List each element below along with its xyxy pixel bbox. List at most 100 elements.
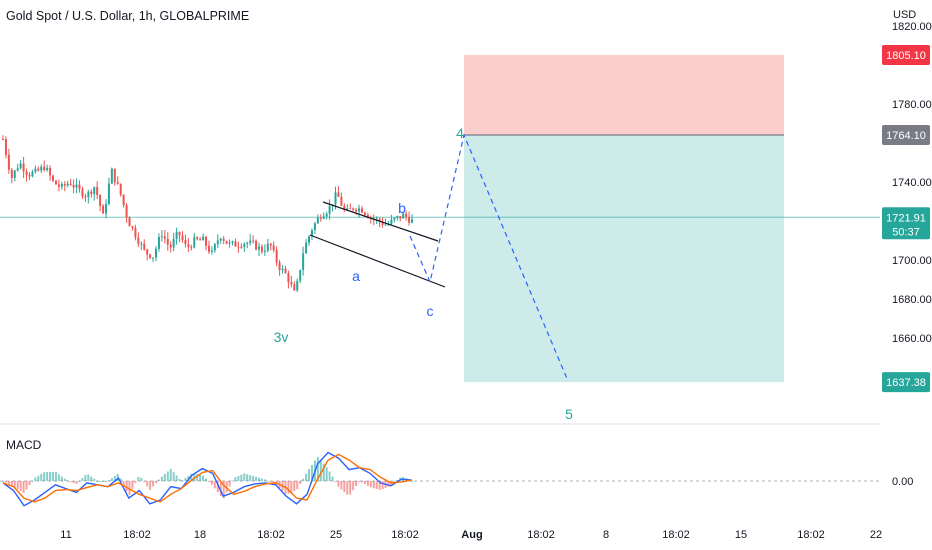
projection-path	[409, 133, 569, 382]
candle-body	[16, 168, 19, 171]
macd-histogram-bar	[4, 481, 7, 483]
candle-body	[49, 167, 52, 176]
candle-body	[272, 245, 275, 251]
macd-histogram-bar	[107, 480, 110, 482]
x-tick-label: 15	[735, 529, 747, 541]
candle-body	[52, 175, 55, 181]
candle-body	[137, 237, 140, 244]
x-tick-label: 11	[60, 529, 71, 541]
candle-body	[163, 236, 166, 239]
macd-histogram-bar	[63, 478, 66, 481]
macd-histogram-bar	[375, 481, 378, 490]
candle-body	[399, 216, 402, 219]
macd-pane	[2, 451, 413, 507]
candle-body	[81, 188, 84, 197]
macd-histogram-bar	[122, 481, 125, 485]
candle-body	[40, 166, 43, 171]
macd-histogram-bar	[125, 481, 128, 492]
channel-upper-line	[322, 201, 439, 242]
candle-body	[7, 154, 10, 170]
candle-body	[402, 213, 405, 219]
macd-histogram-bar	[90, 476, 93, 481]
wave-label-5: 5	[565, 406, 573, 422]
position-zones	[464, 55, 784, 383]
y-tick-label: 1700.00	[892, 255, 932, 267]
macd-zero-label: 0.00	[892, 476, 913, 488]
macd-histogram-bar	[234, 477, 237, 481]
candle-body	[110, 168, 113, 184]
candle-body	[19, 163, 22, 169]
candle-body	[216, 240, 219, 245]
candle-body	[43, 166, 46, 171]
macd-histogram-bar	[240, 474, 243, 481]
macd-histogram-bar	[69, 481, 72, 482]
macd-histogram-bar	[43, 472, 46, 481]
wave-drawings: 3v a b c 4 5	[274, 125, 574, 422]
x-tick-label: 18:02	[257, 529, 285, 541]
candle-body	[181, 235, 184, 241]
candle-body	[10, 169, 13, 178]
macd-histogram-bar	[2, 481, 4, 482]
macd-histogram-bar	[210, 481, 213, 485]
y-tick-label: 1820.00	[892, 21, 932, 33]
macd-histogram-bar	[49, 471, 52, 481]
candle-body	[246, 243, 249, 245]
candle-body	[352, 208, 355, 210]
candle-body	[310, 230, 313, 237]
macd-histogram-bar	[57, 474, 60, 481]
macd-histogram-bar	[272, 481, 275, 484]
macd-histogram-bar	[372, 481, 375, 489]
macd-histogram-bar	[393, 481, 396, 483]
macd-histogram-bar	[31, 480, 34, 482]
price-axis: 1820.00 1780.00 1740.00 1700.00 1680.00 1660.…	[882, 21, 932, 488]
macd-histogram-bar	[216, 481, 219, 493]
macd-histogram-bar	[381, 481, 384, 490]
candle-body	[278, 262, 281, 271]
candle-body	[199, 239, 202, 241]
candle-body	[319, 217, 322, 219]
candle-body	[143, 243, 146, 250]
macd-histogram-bar	[287, 481, 290, 494]
candle-body	[60, 184, 63, 187]
candle-body	[157, 236, 160, 249]
macd-histogram-bar	[99, 481, 102, 482]
candle-body	[219, 238, 222, 241]
macd-histogram-bar	[257, 477, 260, 481]
candle-body	[228, 242, 231, 244]
candle-body	[296, 280, 299, 291]
x-tick-label: 18	[194, 529, 206, 541]
candle-body	[222, 238, 225, 241]
wave-label-c: c	[427, 303, 434, 319]
macd-histogram-bar	[184, 477, 187, 481]
candle-body	[302, 253, 305, 270]
candle-body	[343, 205, 346, 211]
countdown-text: 50:37	[892, 226, 920, 238]
macd-histogram-bar	[222, 481, 225, 499]
macd-histogram-bar	[305, 473, 308, 481]
candle-body	[290, 282, 293, 285]
macd-histogram-bar	[152, 481, 155, 487]
macd-histogram-bar	[369, 481, 372, 488]
candle-body	[252, 240, 255, 242]
chart-title: Gold Spot / U.S. Dollar, 1h, GLOBALPRIME	[6, 9, 250, 23]
candle-body	[125, 205, 128, 218]
wave-label-3v: 3v	[274, 329, 289, 345]
candle-body	[34, 168, 37, 172]
macd-histogram-bar	[46, 471, 49, 481]
candle-body	[349, 208, 352, 210]
candle-body	[87, 191, 90, 198]
candle-body	[152, 257, 155, 259]
macd-histogram-bar	[84, 474, 87, 481]
candle-body	[187, 244, 190, 248]
candle-body	[257, 246, 260, 250]
macd-histogram-bar	[140, 477, 143, 481]
macd-histogram-bar	[143, 481, 146, 483]
macd-histogram-bar	[205, 478, 208, 481]
macd-histogram-bar	[60, 476, 63, 481]
macd-histogram-bar	[358, 481, 361, 482]
candle-body	[340, 196, 343, 206]
candle-body	[411, 219, 413, 223]
macd-histogram-bar	[10, 481, 13, 487]
candle-body	[358, 208, 361, 212]
